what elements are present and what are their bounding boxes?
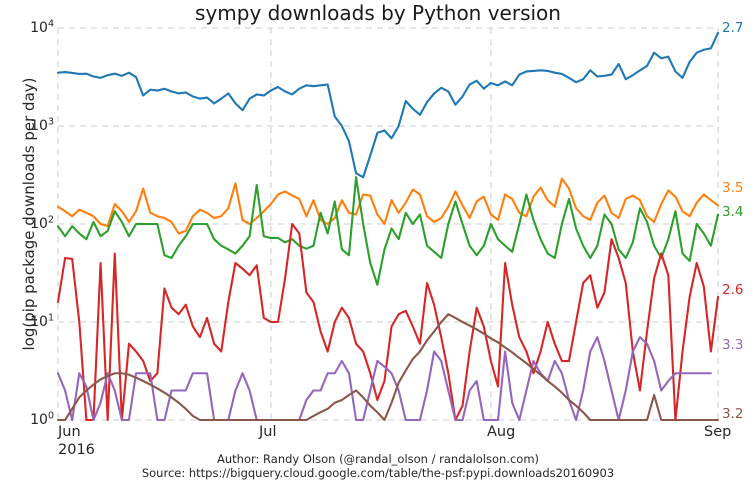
series-end-label-3-2: 3.2 [722,406,744,422]
series-line-3-4 [56,176,720,286]
series-line-3-2 [56,313,720,422]
x-tick-jun: Jun [58,424,81,440]
x-tick-aug: Aug [487,424,516,440]
series-end-label-3-4: 3.4 [722,204,744,220]
caption-source: Source: https://bigquery.cloud.google.co… [141,466,615,480]
series-end-label-3-3: 3.3 [722,337,744,353]
y-tick-1000: 103 [30,116,54,134]
page-title: sympy downloads by Python version [195,1,561,25]
y-tick-1: 100 [30,410,54,428]
series-line-2-6 [56,222,720,422]
series-end-label-3-5: 3.5 [722,180,744,196]
y-axis-ticks: 104 103 102 101 100 [0,0,54,488]
x-tick-sep: Sep [704,424,732,440]
figure-caption: Author: Randy Olson (@randal_olson / ran… [0,452,756,480]
series-line-3-5 [56,177,720,235]
series-end-label-2-6: 2.6 [722,282,744,298]
series-end-label-2-7: 2.7 [722,20,744,36]
caption-author: Author: Randy Olson (@randal_olson / ran… [216,452,540,466]
y-tick-10000: 104 [30,18,54,36]
series-line-3-3 [56,336,712,422]
x-tick-year: 2016 [58,442,95,458]
y-tick-10: 101 [30,312,54,330]
y-tick-100: 102 [30,214,54,232]
series-line-2-7 [56,31,720,179]
x-tick-jul: Jul [259,424,277,440]
